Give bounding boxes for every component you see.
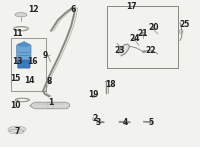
Text: 6: 6 — [70, 5, 76, 14]
Text: 5: 5 — [148, 118, 154, 127]
Text: 7: 7 — [14, 127, 20, 136]
FancyBboxPatch shape — [107, 6, 178, 68]
Text: 21: 21 — [138, 29, 148, 38]
Text: 23: 23 — [115, 46, 125, 55]
Ellipse shape — [8, 126, 26, 132]
Text: 13: 13 — [12, 56, 22, 66]
Ellipse shape — [149, 121, 153, 123]
Text: 3: 3 — [95, 118, 101, 127]
Text: 25: 25 — [180, 20, 190, 29]
Ellipse shape — [179, 30, 183, 34]
Ellipse shape — [142, 51, 146, 53]
FancyBboxPatch shape — [17, 45, 31, 62]
Text: 2: 2 — [92, 114, 98, 123]
Text: 11: 11 — [12, 29, 22, 38]
Polygon shape — [30, 102, 70, 109]
Text: 12: 12 — [28, 5, 38, 14]
FancyBboxPatch shape — [18, 60, 30, 68]
Text: 16: 16 — [27, 56, 37, 66]
Ellipse shape — [15, 13, 27, 17]
Text: 10: 10 — [10, 101, 20, 110]
Text: 9: 9 — [42, 51, 48, 60]
Text: 18: 18 — [105, 80, 115, 89]
Ellipse shape — [18, 43, 30, 47]
Text: 20: 20 — [149, 23, 159, 32]
Text: 17: 17 — [126, 2, 136, 11]
Text: 8: 8 — [46, 77, 52, 86]
Text: 1: 1 — [48, 98, 54, 107]
Ellipse shape — [47, 81, 51, 83]
Text: 15: 15 — [10, 74, 20, 83]
Text: 19: 19 — [88, 90, 98, 99]
FancyBboxPatch shape — [11, 38, 46, 91]
Ellipse shape — [141, 32, 145, 35]
Ellipse shape — [133, 38, 137, 40]
Text: 4: 4 — [122, 118, 128, 127]
Polygon shape — [118, 44, 130, 56]
Ellipse shape — [152, 28, 155, 30]
Text: 14: 14 — [24, 76, 34, 85]
Text: 22: 22 — [146, 46, 156, 55]
Text: 24: 24 — [130, 34, 140, 43]
